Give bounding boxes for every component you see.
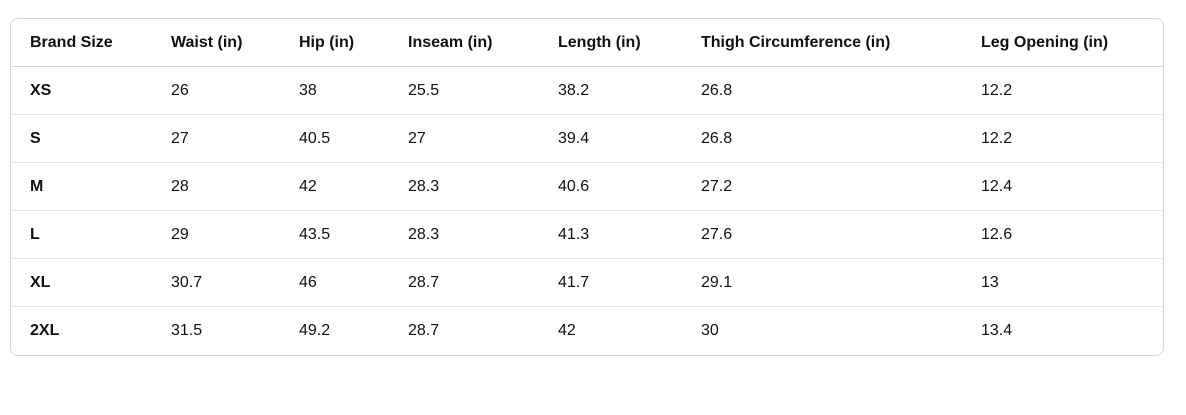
- table-cell: 41.7: [558, 259, 701, 307]
- table-cell: 27.6: [701, 211, 981, 259]
- table-cell: 29: [171, 211, 299, 259]
- table-cell: 30: [701, 322, 719, 340]
- table-cell: 27: [408, 115, 558, 163]
- table-cell: 12.4: [981, 163, 1163, 211]
- table-cell: 13: [981, 259, 1163, 307]
- table-cell: 28.7: [408, 259, 558, 307]
- table-row: L 29 43.5 28.3 41.3 27.6 12.6: [11, 211, 1163, 259]
- table-row: XL 30.7 46 28.7 41.7 29.1 13: [11, 259, 1163, 307]
- column-header: Waist (in): [171, 19, 299, 67]
- table-cell: 40.5: [299, 115, 408, 163]
- table-cell: 28.3: [408, 211, 558, 259]
- table-cell: 42: [299, 163, 408, 211]
- column-header: Hip (in): [299, 19, 408, 67]
- table-cell: 30.7: [171, 259, 299, 307]
- table-cell: 39.4: [558, 115, 701, 163]
- table-cell: 26: [171, 67, 299, 115]
- table-cell: 41.3: [558, 211, 701, 259]
- table-cell: 27: [171, 115, 299, 163]
- table-body: XS 26 38 25.5 38.2 26.8 12.2 S 27 40.5 27 39.4 26.8 1…: [11, 67, 1163, 355]
- table-cell: 25.5: [408, 67, 558, 115]
- table-cell: 42: [558, 322, 576, 340]
- size-chart-panel: Brand Size Waist (in) Hip (in) Inseam (in) L…: [10, 18, 1164, 356]
- row-size-label: 2XL: [30, 322, 60, 340]
- table-cell: 31.5: [171, 322, 203, 340]
- table-cell: 28.7: [408, 322, 440, 340]
- row-size-label: L: [11, 211, 171, 259]
- table-cell: 38.2: [558, 67, 701, 115]
- table-row: XS 26 38 25.5 38.2 26.8 12.2: [11, 67, 1163, 115]
- table-cell: 38: [299, 67, 408, 115]
- header-row: Brand Size Waist (in) Hip (in) Inseam (in) L…: [11, 19, 1163, 67]
- table-cell: 49.2: [299, 322, 331, 340]
- column-header: Length (in): [558, 19, 701, 67]
- table-cell: 12.2: [981, 115, 1163, 163]
- table-cell: 26.8: [701, 67, 981, 115]
- column-header: Brand Size: [11, 19, 171, 67]
- table-cell: 28: [171, 163, 299, 211]
- column-header: Inseam (in): [408, 19, 558, 67]
- table-cell: 29.1: [701, 259, 981, 307]
- table-cell: 26.8: [701, 115, 981, 163]
- table-cell: 46: [299, 259, 408, 307]
- row-size-label: S: [11, 115, 171, 163]
- table-cell: 12.6: [981, 211, 1163, 259]
- table-cell: 12.2: [981, 67, 1163, 115]
- table-cell: 27.2: [701, 163, 981, 211]
- table-cell: 28.3: [408, 163, 558, 211]
- table-row: S 27 40.5 27 39.4 26.8 12.2: [11, 115, 1163, 163]
- row-size-label: XS: [11, 67, 171, 115]
- table-row: 2XL 31.5 49.2 28.7 42 30 13.4: [11, 307, 1163, 355]
- table-cell: 13.4: [981, 322, 1013, 340]
- table-cell: 43.5: [299, 211, 408, 259]
- table-header: Brand Size Waist (in) Hip (in) Inseam (in) L…: [11, 19, 1163, 67]
- table-row: M 28 42 28.3 40.6 27.2 12.4: [11, 163, 1163, 211]
- table-cell: 40.6: [558, 163, 701, 211]
- size-chart-table: Brand Size Waist (in) Hip (in) Inseam (in) L…: [11, 19, 1163, 355]
- column-header: Thigh Circumference (in): [701, 19, 981, 67]
- row-size-label: M: [11, 163, 171, 211]
- row-size-label: XL: [11, 259, 171, 307]
- column-header: Leg Opening (in): [981, 19, 1163, 67]
